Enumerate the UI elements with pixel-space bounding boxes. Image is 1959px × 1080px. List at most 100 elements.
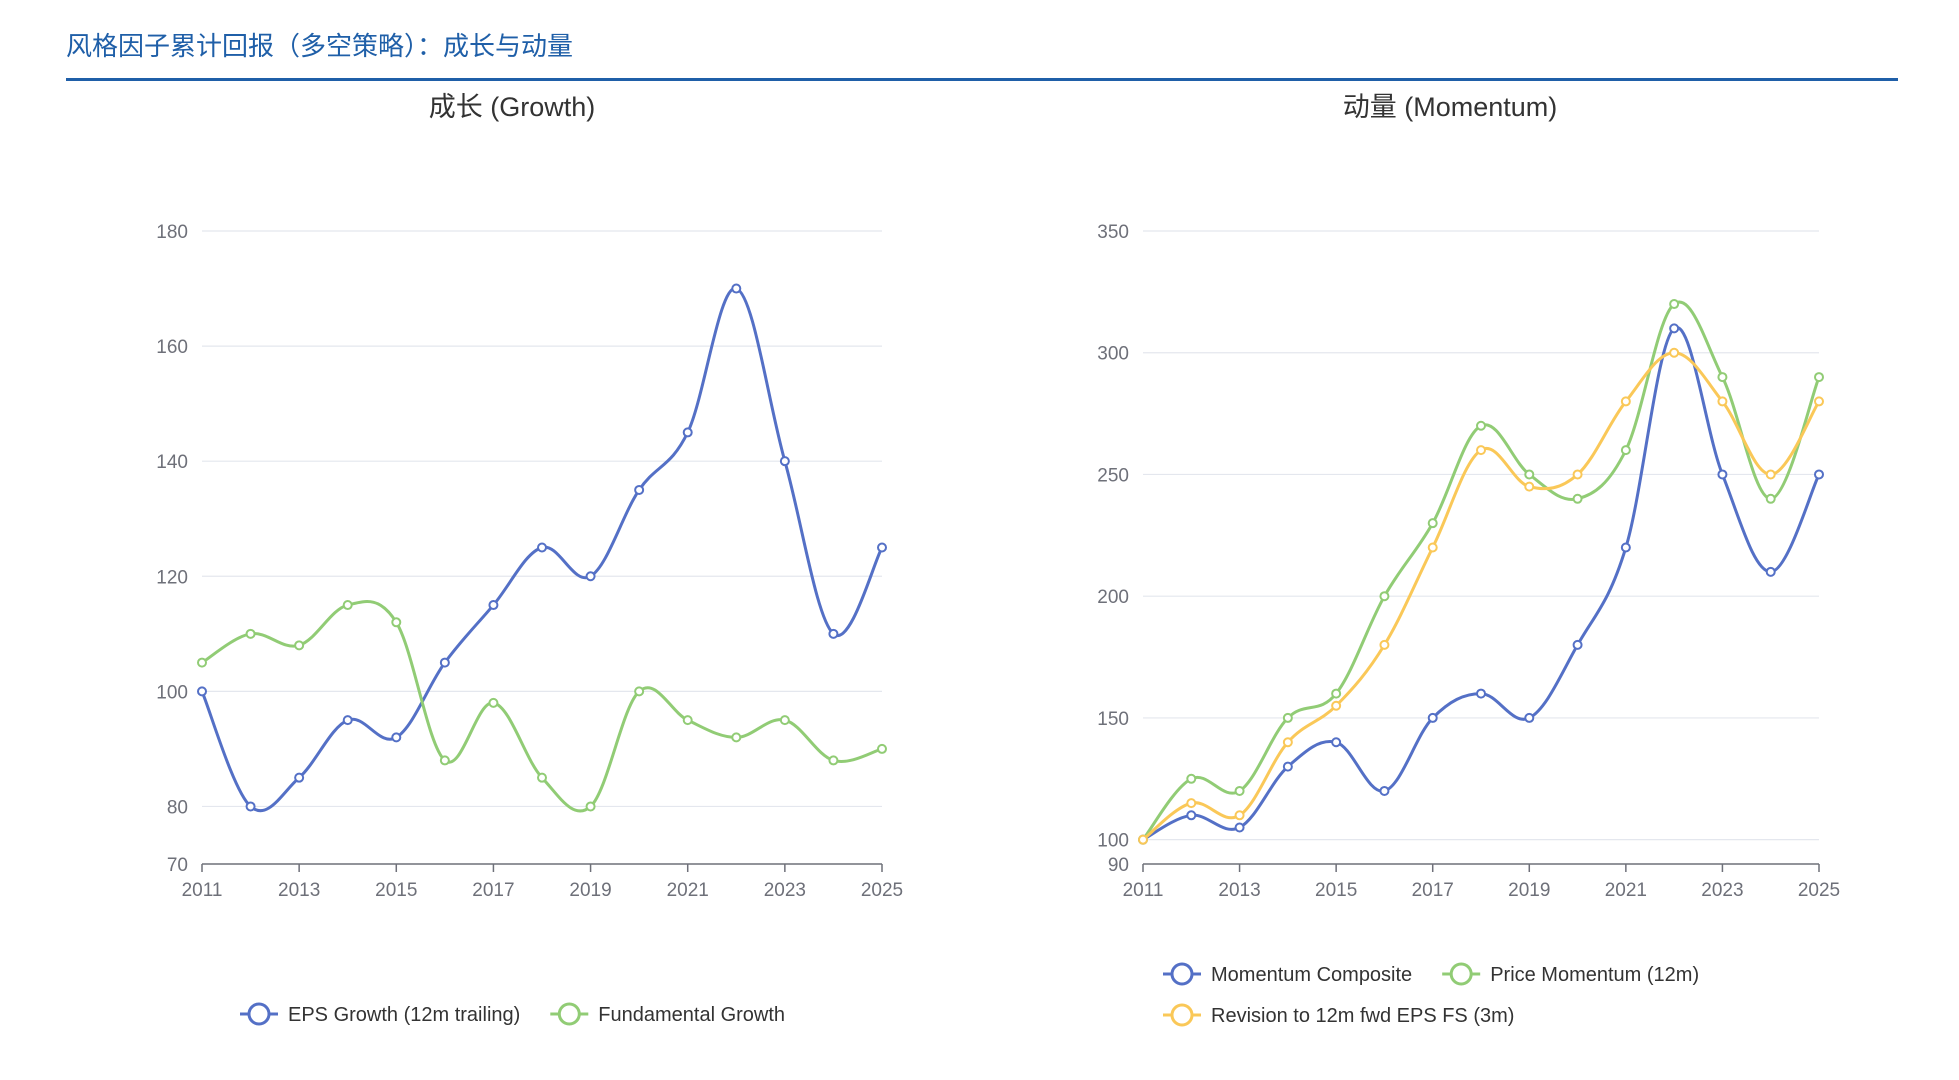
x-tick-label: 2015 [375,880,417,901]
data-point [1717,396,1728,407]
data-point [1620,542,1631,553]
data-point [1765,566,1776,577]
header-divider [66,78,1898,81]
data-point [682,715,693,726]
data-point [1620,445,1631,456]
x-tick-label: 2019 [1508,880,1550,901]
data-point [828,628,839,639]
data-point [1427,542,1438,553]
data-point [1669,347,1680,358]
x-tick-label: 2023 [764,880,806,901]
data-point [779,456,790,467]
y-tick-label: 350 [1097,222,1129,243]
y-tick-label: 150 [1097,709,1129,730]
data-point [1814,396,1824,407]
data-point [1524,481,1535,492]
data-point [1620,396,1631,407]
legend-label: Fundamental Growth [598,1004,785,1026]
data-point [1476,445,1486,456]
data-point [585,801,596,812]
data-point [1717,372,1728,383]
data-point [1331,688,1342,699]
data-point [391,732,402,743]
data-point [1282,712,1293,723]
x-tick-label: 2011 [1123,880,1164,901]
data-point [877,542,887,553]
data-point [537,542,547,553]
data-point [779,715,790,726]
legend-circle-icon [1449,962,1473,986]
chart-momentum: 动量 (Momentum) 90 100 150 200 250 300 350 2011 201… [1097,92,1840,1027]
legend-circle-icon [1170,962,1194,986]
y-tick-label: 90 [1108,855,1129,876]
x-tick-label: 2013 [278,880,320,901]
data-point [439,755,450,766]
series-line [1141,300,1821,841]
data-point [488,600,499,611]
x-tick-label: 2019 [569,880,611,901]
legend-circle-icon [1170,1003,1194,1027]
legend-item[interactable]: Fundamental Growth [550,1002,785,1026]
data-point [1765,493,1776,504]
data-point [1814,372,1824,383]
data-point [1669,299,1680,310]
data-point [1717,469,1728,480]
legend-label: Price Momentum (12m) [1490,964,1699,986]
data-point [1282,761,1293,772]
data-point [1572,469,1583,480]
y-tick-label: 200 [1097,587,1129,608]
data-point [1427,518,1438,529]
y-tick-label: 120 [156,567,188,588]
legend-item[interactable]: Momentum Composite [1163,962,1412,986]
data-point [877,743,887,754]
y-tick-label: 140 [156,452,188,473]
legend-label: Revision to 12m fwd EPS FS (3m) [1211,1005,1514,1027]
y-tick-label: 250 [1097,465,1129,486]
data-point [245,628,256,639]
legend-item[interactable]: EPS Growth (12m trailing) [240,1002,520,1026]
data-point [1669,323,1680,334]
data-point [439,657,450,668]
chart-title: 成长 (Growth) [429,92,596,122]
legend-label: EPS Growth (12m trailing) [288,1004,520,1026]
data-point [1186,798,1197,809]
data-point [1524,712,1535,723]
x-tick-label: 2015 [1315,880,1357,901]
legend-item[interactable]: Revision to 12m fwd EPS FS (3m) [1163,1003,1514,1027]
data-point [682,427,693,438]
data-point [634,686,645,697]
legend-circle-icon [557,1002,581,1026]
data-point [1572,493,1583,504]
legend-circle-icon [247,1002,271,1026]
data-point [391,617,402,628]
x-tick-label: 2013 [1218,880,1260,901]
data-point [634,484,645,495]
data-point [1379,591,1390,602]
x-tick-label: 2021 [1605,880,1647,901]
x-tick-label: 2025 [1798,880,1840,901]
data-point [1476,420,1486,431]
x-tick-label: 2025 [861,880,903,901]
data-point [1234,785,1245,796]
data-point [1524,469,1535,480]
x-tick-label: 2011 [182,880,223,901]
data-point [1234,822,1245,833]
page-title: 风格因子累计回报（多空策略）：成长与动量 [66,31,574,61]
y-tick-label: 160 [156,337,188,358]
y-tick-label: 300 [1097,344,1129,365]
x-tick-label: 2021 [667,880,709,901]
data-point [1138,834,1148,845]
data-point [828,755,839,766]
x-tick-label: 2017 [472,880,514,901]
legend-item[interactable]: Price Momentum (12m) [1442,962,1699,986]
data-point [1427,712,1438,723]
data-point [731,732,742,743]
data-point [488,697,499,708]
y-tick-label: 70 [167,855,188,876]
data-point [1331,737,1342,748]
data-point [1282,737,1293,748]
data-point [342,600,353,611]
data-point [1765,469,1776,480]
x-tick-label: 2023 [1701,880,1743,901]
